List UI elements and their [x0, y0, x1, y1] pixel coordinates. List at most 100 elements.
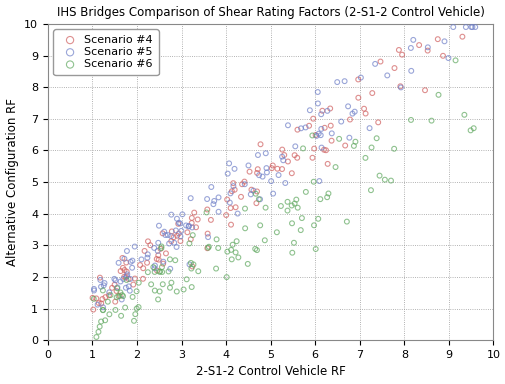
Scenario #5	[256, 196, 264, 202]
Scenario #6	[311, 246, 319, 252]
Scenario #6	[131, 311, 139, 317]
Scenario #6	[324, 190, 332, 197]
Scenario #6	[157, 243, 165, 250]
Scenario #4	[222, 212, 230, 218]
X-axis label: 2-S1-2 Control Vehicle RF: 2-S1-2 Control Vehicle RF	[195, 366, 345, 379]
Scenario #6	[212, 236, 220, 242]
Scenario #6	[116, 290, 124, 296]
Scenario #5	[122, 285, 130, 291]
Scenario #4	[193, 217, 201, 223]
Scenario #4	[111, 299, 119, 305]
Scenario #4	[458, 34, 466, 40]
Scenario #4	[139, 276, 147, 282]
Scenario #6	[114, 293, 122, 299]
Legend: Scenario #4, Scenario #5, Scenario #6: Scenario #4, Scenario #5, Scenario #6	[54, 30, 159, 75]
Scenario #6	[167, 280, 175, 286]
Scenario #5	[278, 154, 286, 160]
Scenario #4	[187, 215, 195, 221]
Scenario #6	[171, 257, 179, 263]
Scenario #5	[466, 24, 474, 30]
Scenario #5	[343, 103, 351, 109]
Scenario #4	[153, 256, 161, 262]
Scenario #4	[361, 111, 369, 117]
Scenario #5	[240, 181, 248, 187]
Scenario #5	[370, 61, 378, 67]
Scenario #5	[317, 144, 325, 151]
Scenario #4	[345, 116, 353, 122]
Scenario #6	[287, 220, 295, 226]
Scenario #6	[150, 269, 159, 275]
Scenario #6	[149, 264, 157, 270]
Scenario #5	[301, 124, 309, 131]
Scenario #4	[153, 267, 161, 273]
Scenario #5	[365, 125, 373, 131]
Scenario #5	[461, 24, 469, 30]
Scenario #5	[336, 119, 344, 125]
Scenario #6	[155, 288, 163, 295]
Scenario #4	[252, 170, 261, 176]
Scenario #6	[119, 293, 127, 299]
Scenario #4	[236, 194, 244, 200]
Scenario #5	[105, 289, 113, 295]
Scenario #6	[292, 197, 300, 203]
Scenario #5	[100, 280, 109, 286]
Scenario #4	[88, 295, 96, 301]
Scenario #4	[183, 229, 191, 235]
Scenario #6	[450, 57, 459, 63]
Scenario #5	[110, 276, 118, 282]
Scenario #5	[123, 271, 131, 278]
Scenario #5	[225, 200, 233, 206]
Scenario #6	[157, 245, 165, 251]
Scenario #5	[348, 111, 356, 117]
Scenario #6	[469, 125, 477, 131]
Scenario #4	[227, 222, 235, 228]
Scenario #4	[116, 268, 124, 274]
Scenario #5	[160, 228, 168, 235]
Scenario #4	[293, 127, 301, 133]
Scenario #4	[438, 53, 446, 59]
Scenario #5	[119, 276, 127, 282]
Scenario #4	[245, 169, 253, 175]
Scenario #6	[187, 284, 195, 290]
Scenario #4	[280, 152, 288, 158]
Scenario #4	[310, 146, 318, 152]
Scenario #4	[268, 162, 276, 169]
Scenario #6	[309, 179, 317, 185]
Scenario #6	[231, 249, 239, 255]
Scenario #4	[143, 238, 152, 244]
Scenario #6	[406, 117, 414, 123]
Scenario #6	[97, 318, 105, 324]
Scenario #6	[234, 254, 242, 260]
Scenario #6	[261, 205, 269, 211]
Scenario #4	[278, 147, 286, 153]
Scenario #6	[113, 285, 121, 291]
Scenario #6	[350, 139, 359, 145]
Scenario #6	[106, 292, 114, 298]
Scenario #5	[164, 232, 172, 238]
Scenario #4	[252, 189, 261, 195]
Scenario #6	[386, 177, 394, 184]
Scenario #6	[290, 200, 298, 207]
Scenario #5	[344, 135, 352, 141]
Scenario #6	[189, 262, 197, 268]
Scenario #6	[310, 222, 318, 228]
Scenario #4	[395, 83, 403, 89]
Scenario #4	[131, 275, 139, 281]
Scenario #4	[420, 87, 428, 93]
Scenario #5	[176, 233, 184, 240]
Scenario #4	[97, 301, 105, 307]
Scenario #6	[156, 268, 164, 275]
Scenario #4	[108, 285, 116, 291]
Scenario #4	[340, 142, 348, 149]
Scenario #5	[406, 45, 414, 51]
Scenario #4	[120, 267, 128, 273]
Scenario #5	[111, 277, 119, 283]
Scenario #4	[321, 147, 329, 153]
Scenario #6	[349, 143, 357, 149]
Scenario #5	[113, 284, 121, 290]
Scenario #5	[96, 277, 104, 283]
Scenario #5	[185, 223, 193, 229]
Scenario #6	[143, 269, 152, 275]
Scenario #4	[169, 234, 177, 240]
Scenario #5	[317, 126, 325, 132]
